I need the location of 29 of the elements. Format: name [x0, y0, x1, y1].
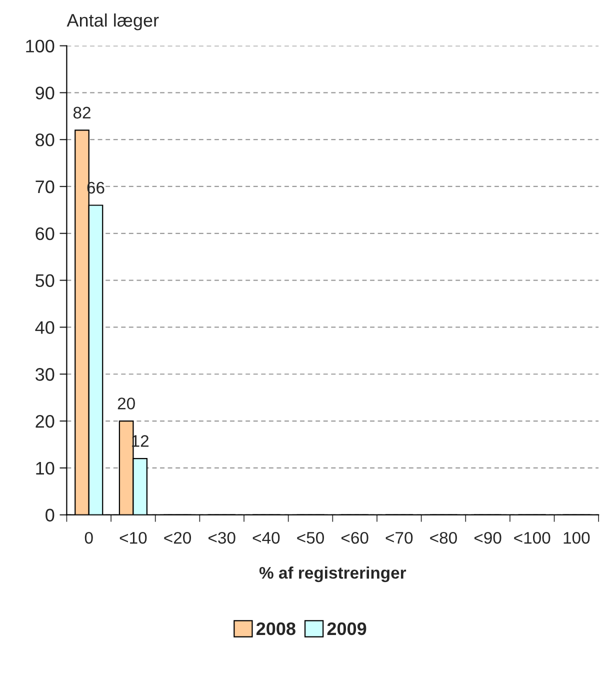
x-tick-label: <40: [252, 532, 280, 544]
y-tick-label: 10: [36, 462, 54, 475]
y-tick-label: 0: [46, 508, 54, 522]
x-tick-label: <20: [164, 532, 192, 544]
data-label: 82: [73, 106, 90, 119]
x-tick-label: <30: [208, 532, 236, 544]
x-tick-label: <70: [386, 532, 413, 544]
x-axis-title: % af registreringer: [259, 566, 406, 582]
data-label: 20: [118, 398, 135, 410]
y-tick-label: 70: [36, 180, 54, 194]
legend-label: 2009: [327, 622, 366, 636]
y-tick-label: 40: [35, 321, 54, 334]
x-tick-label: <90: [474, 532, 502, 544]
y-axis-title: Antal læger: [66, 13, 159, 30]
x-tick-label: <80: [430, 532, 457, 544]
y-tick-label: 30: [36, 368, 54, 381]
x-tick-label: <100: [514, 532, 550, 544]
y-tick-label: 90: [36, 86, 54, 100]
y-tick-label: 50: [36, 274, 54, 288]
x-tick-label: 0: [84, 532, 93, 544]
y-tick-label: 20: [36, 414, 54, 428]
y-tick-label: 80: [36, 134, 54, 146]
y-tick-label: 100: [26, 40, 54, 52]
x-tick-label: 100: [564, 532, 590, 544]
x-tick-label: <50: [297, 532, 324, 544]
legend-label: 2008: [256, 622, 296, 636]
x-tick-label: <60: [342, 532, 368, 544]
y-tick-label: 60: [36, 227, 54, 240]
x-tick-label: <10: [120, 532, 147, 544]
